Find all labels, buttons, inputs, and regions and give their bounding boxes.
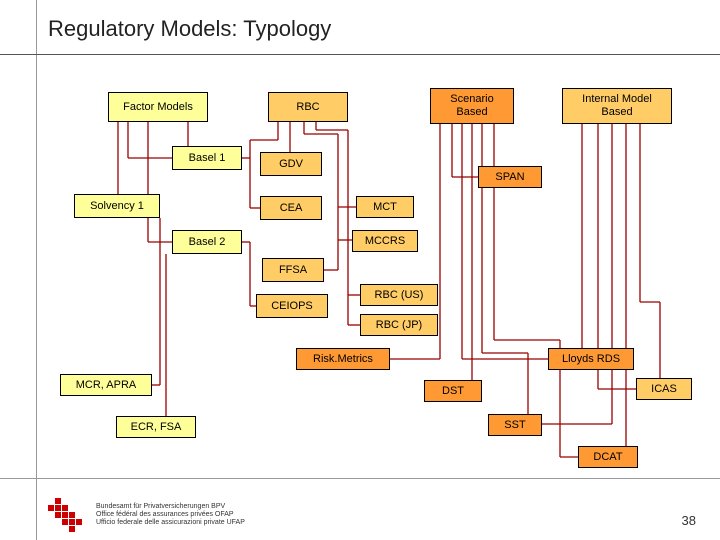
title-underline: [0, 54, 720, 55]
node-solvency1: Solvency 1: [74, 194, 160, 218]
node-dcat: DCAT: [578, 446, 638, 468]
node-ceiops: CEIOPS: [256, 294, 328, 318]
footer-line: Ufficio federale delle assicurazioni pri…: [96, 519, 245, 527]
node-sst: SST: [488, 414, 542, 436]
node-riskmetrics: Risk.Metrics: [296, 348, 390, 370]
node-basel2: Basel 2: [172, 230, 242, 254]
node-mcr: MCR, APRA: [60, 374, 152, 396]
page-number: 38: [682, 513, 696, 528]
node-cea: CEA: [260, 196, 322, 220]
footer-rule: [0, 478, 720, 479]
node-ffsa: FFSA: [262, 258, 324, 282]
swiss-logo-icon: [48, 498, 88, 532]
node-dst: DST: [424, 380, 482, 402]
node-factor_models: Factor Models: [108, 92, 208, 122]
footer: Bundesamt für Privatversicherungen BPV O…: [48, 498, 245, 532]
node-span: SPAN: [478, 166, 542, 188]
node-scenario: ScenarioBased: [430, 88, 514, 124]
footer-line: Bundesamt für Privatversicherungen BPV: [96, 503, 245, 511]
node-icas: ICAS: [636, 378, 692, 400]
left-margin-rule: [36, 0, 37, 540]
node-ecr: ECR, FSA: [116, 416, 196, 438]
node-basel1: Basel 1: [172, 146, 242, 170]
node-internal: Internal ModelBased: [562, 88, 672, 124]
node-rbc_us: RBC (US): [360, 284, 438, 306]
node-lloyds: Lloyds RDS: [548, 348, 634, 370]
node-mct: MCT: [356, 196, 414, 218]
footer-text: Bundesamt für Privatversicherungen BPV O…: [96, 503, 245, 527]
node-mccrs: MCCRS: [352, 230, 418, 252]
node-rbc_jp: RBC (JP): [360, 314, 438, 336]
slide-title: Regulatory Models: Typology: [48, 16, 331, 42]
node-rbc: RBC: [268, 92, 348, 122]
node-gdv: GDV: [260, 152, 322, 176]
footer-line: Office fédéral des assurances privées OF…: [96, 511, 245, 519]
